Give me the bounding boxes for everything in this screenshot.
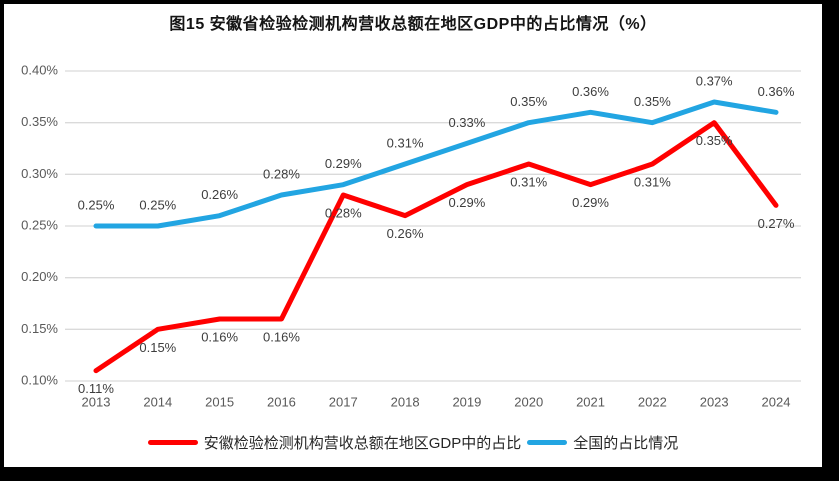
y-axis-label: 0.25%	[21, 217, 58, 232]
point-label-series1-2015: 0.26%	[201, 187, 238, 202]
point-label-series0-2023: 0.35%	[696, 133, 733, 148]
point-label-series0-2014: 0.15%	[139, 340, 176, 355]
chart-title: 图15 安徽省检验检测机构营收总额在地区GDP中的占比情况（%）	[169, 16, 657, 33]
point-label-series0-2019: 0.29%	[448, 195, 485, 210]
point-label-series1-2023: 0.37%	[696, 73, 733, 88]
point-label-series1-2021: 0.36%	[572, 84, 609, 99]
x-axis-label: 2013	[82, 394, 111, 409]
point-label-series0-2017: 0.28%	[325, 205, 362, 220]
point-label-series0-2015: 0.16%	[201, 329, 238, 344]
x-axis-label: 2019	[452, 394, 481, 409]
legend-item-anhui: 安徽检验检测机构营收总额在地区GDP中的占比	[147, 432, 522, 453]
point-label-series1-2018: 0.31%	[387, 135, 424, 150]
x-axis-label: 2020	[514, 394, 543, 409]
y-axis-label: 0.40%	[21, 62, 58, 77]
x-axis-label: 2014	[143, 394, 172, 409]
x-axis-label: 2021	[576, 394, 605, 409]
x-axis-label: 2017	[329, 394, 358, 409]
point-label-series0-2024: 0.27%	[758, 216, 795, 231]
legend-label-anhui: 安徽检验检测机构营收总额在地区GDP中的占比	[203, 435, 522, 452]
x-axis-label: 2016	[267, 394, 296, 409]
x-axis-label: 2018	[391, 394, 420, 409]
point-label-series1-2014: 0.25%	[139, 197, 176, 212]
x-axis-label: 2022	[638, 394, 667, 409]
point-label-series1-2016: 0.28%	[263, 166, 300, 181]
point-label-series0-2013: 0.11%	[78, 381, 114, 396]
legend: 安徽检验检测机构营收总额在地区GDP中的占比 全国的占比情况	[4, 432, 822, 453]
point-label-series1-2024: 0.36%	[758, 84, 795, 99]
point-label-series0-2020: 0.31%	[510, 174, 547, 189]
point-label-series1-2019: 0.33%	[448, 115, 485, 130]
y-axis-label: 0.20%	[21, 269, 58, 284]
point-label-series1-2013: 0.25%	[78, 197, 115, 212]
point-label-series0-2016: 0.16%	[263, 329, 300, 344]
point-label-series0-2018: 0.26%	[387, 226, 424, 241]
point-label-series0-2021: 0.29%	[572, 195, 609, 210]
y-axis-label: 0.15%	[21, 321, 58, 336]
legend-line-swatch-national-icon	[527, 440, 568, 445]
series-line-0	[93, 120, 779, 374]
y-axis-label: 0.30%	[21, 166, 58, 181]
y-axis-label: 0.10%	[21, 372, 58, 387]
legend-item-national: 全国的占比情况	[527, 432, 678, 453]
x-axis-label: 2023	[700, 394, 729, 409]
y-axis-label: 0.35%	[21, 114, 58, 129]
point-label-series1-2020: 0.35%	[510, 94, 547, 109]
x-axis-label: 2015	[205, 394, 234, 409]
legend-label-national: 全国的占比情况	[573, 435, 679, 452]
point-label-series0-2022: 0.31%	[634, 174, 671, 189]
series-line-1	[93, 99, 779, 229]
legend-line-swatch-anhui-icon	[147, 440, 198, 445]
point-label-series1-2017: 0.29%	[325, 156, 362, 171]
point-label-series1-2022: 0.35%	[634, 94, 671, 109]
x-axis-label: 2024	[762, 394, 791, 409]
chart-plot-area: 0.10% 0.15% 0.20% 0.25% 0.30% 0.35% 0.40% 2013 2…	[21, 62, 801, 409]
